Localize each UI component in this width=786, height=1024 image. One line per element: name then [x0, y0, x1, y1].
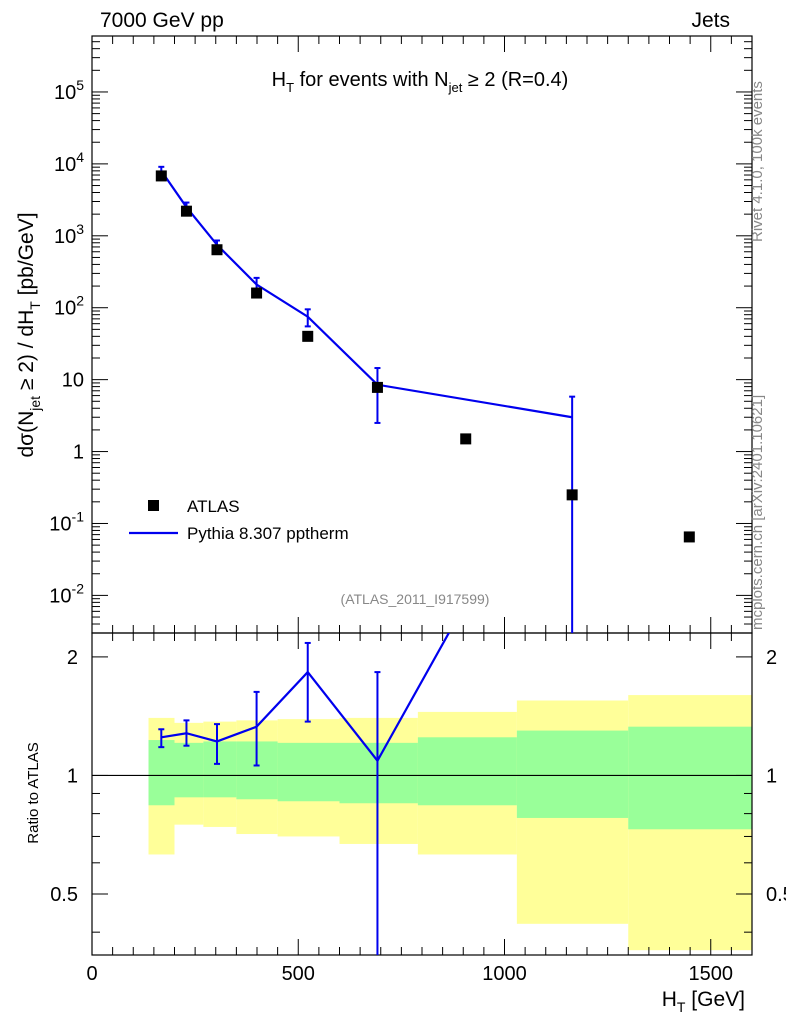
atlas-data-point — [371, 381, 383, 393]
legend-atlas-marker — [148, 500, 159, 511]
y-tick-label-ratio: 1 — [67, 765, 78, 787]
legend-atlas-label: ATLAS — [187, 497, 240, 516]
x-tick-label: 0 — [86, 963, 97, 985]
main-plot-area — [155, 165, 695, 633]
y-tick-label-ratio-right: 0.5 — [766, 884, 786, 906]
y-tick-label-main: 104 — [54, 149, 84, 176]
y-tick-label-ratio-right: 2 — [766, 647, 777, 669]
y-axis-label-main: dσ(Njet ≥ 2) / dHT [pb/GeV] — [15, 212, 43, 457]
uncertainty-band-green — [148, 740, 175, 806]
analysis-label: (ATLAS_2011_I917599) — [341, 591, 490, 607]
atlas-data-point — [251, 287, 263, 299]
y-tick-label-main: 102 — [54, 293, 84, 320]
y-tick-label-main: 10-1 — [49, 508, 84, 535]
atlas-data-point — [155, 170, 167, 182]
rivet-version-label: Rivet 4.1.0, 100k events — [749, 81, 766, 242]
y-axis-label-ratio: Ratio to ATLAS — [25, 742, 42, 843]
mc-series-line — [160, 170, 573, 419]
x-tick-label: 1000 — [482, 963, 527, 985]
y-tick-label-main: 103 — [54, 221, 84, 248]
uncertainty-band-green — [277, 742, 340, 802]
x-tick-label: 1500 — [689, 963, 734, 985]
atlas-data-point — [211, 244, 223, 256]
atlas-data-point — [683, 531, 695, 543]
uncertainty-band-green — [203, 741, 237, 798]
atlas-data-point — [180, 205, 192, 217]
uncertainty-band-green — [628, 726, 752, 830]
uncertainty-band-green — [417, 737, 517, 806]
y-tick-label-main: 10 — [62, 370, 84, 392]
y-tick-label-main: 10-2 — [49, 580, 84, 607]
y-tick-label-main: 1 — [73, 442, 84, 464]
ratio-plot-area — [158, 633, 451, 955]
ratio-bands — [148, 695, 752, 951]
header-left: 7000 GeV pp — [100, 9, 224, 32]
uncertainty-band-green — [339, 742, 418, 804]
atlas-data-point — [302, 330, 314, 342]
y-tick-label-main: 105 — [54, 77, 84, 104]
y-tick-label-ratio: 0.5 — [50, 884, 78, 906]
header-right: Jets — [691, 9, 730, 32]
plot-title: HT for events with Njet ≥ 2 (R=0.4) — [272, 69, 569, 95]
uncertainty-band-green — [516, 730, 629, 818]
uncertainty-band-green — [174, 742, 204, 798]
atlas-data-point — [566, 489, 578, 501]
y-tick-label-ratio: 2 — [67, 647, 78, 669]
atlas-data-point — [460, 433, 472, 445]
main-frame — [91, 35, 753, 634]
ratio-series-line — [161, 633, 451, 763]
x-axis-label: HT [GeV] — [662, 988, 745, 1015]
y-tick-label-ratio-right: 1 — [766, 765, 777, 787]
x-tick-label: 500 — [282, 963, 315, 985]
legend-mc-label: Pythia 8.307 pptherm — [187, 524, 349, 543]
mcplots-label: mcplots.cern.ch [arXiv:2401.10621] — [749, 395, 766, 630]
